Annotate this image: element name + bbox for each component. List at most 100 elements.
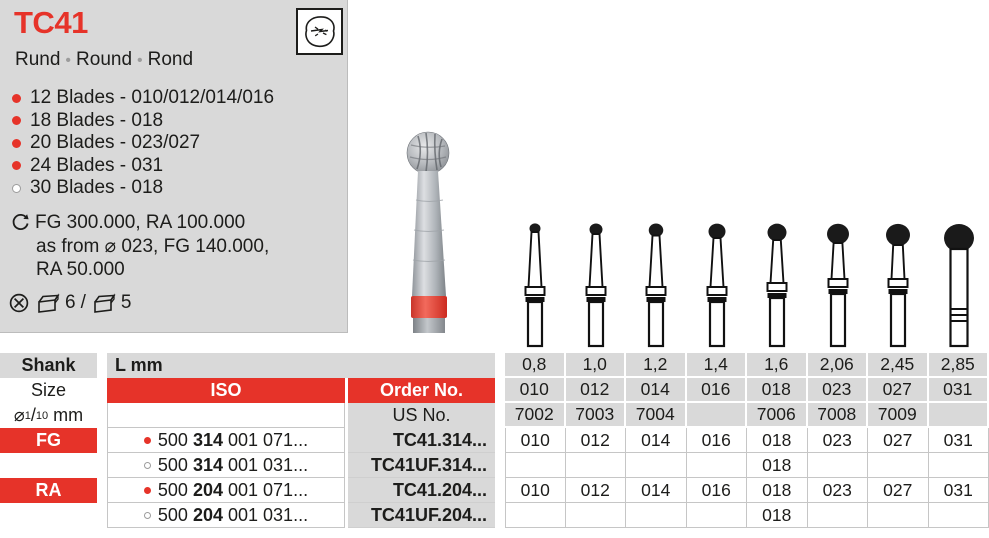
subtitle-word: Rond bbox=[147, 49, 194, 70]
size-value-cell: 016 bbox=[686, 378, 747, 403]
product-row: 500 204 001 071... TC41.204... bbox=[107, 478, 495, 503]
product-size-cell: 010 bbox=[505, 478, 566, 503]
product-size-cell: 018 bbox=[747, 503, 808, 528]
packaging-info: 6 / 5 bbox=[8, 292, 131, 314]
product-size-cell: 016 bbox=[686, 478, 747, 503]
filled-bullet-icon bbox=[12, 116, 21, 126]
iso-number-cell: 500 314 001 031... bbox=[107, 453, 345, 478]
blade-spec-item: 18 Blades - 018 bbox=[12, 110, 274, 133]
order-number-cell: TC41UF.204... bbox=[348, 503, 495, 528]
bur-drawing-014 bbox=[645, 223, 667, 348]
product-size-cell: 014 bbox=[626, 428, 687, 453]
package-box-icon bbox=[91, 292, 116, 314]
product-size-cell bbox=[565, 453, 626, 478]
size-value-cell: 018 bbox=[747, 378, 808, 403]
shank-ra-label: RA bbox=[0, 478, 97, 503]
filled-bullet-icon bbox=[143, 436, 151, 444]
blade-spec-item: 20 Blades - 023/027 bbox=[12, 132, 274, 155]
shank-empty bbox=[0, 503, 97, 528]
us-number-cell: 7004 bbox=[626, 403, 687, 428]
shank-empty bbox=[0, 453, 97, 478]
bur-photo bbox=[366, 130, 496, 340]
size-value-cell: 012 bbox=[565, 378, 626, 403]
l-mm-value-cell: 1,2 bbox=[626, 353, 687, 378]
us-number-cell bbox=[928, 403, 989, 428]
rotation-speed-icon bbox=[10, 212, 31, 233]
order-number-cell: TC41.204... bbox=[348, 478, 495, 503]
iso-number: 500 204 001 071... bbox=[157, 479, 309, 500]
l-mm-header: L mm bbox=[107, 353, 495, 378]
iso-number-cell: 500 314 001 071... bbox=[107, 428, 345, 453]
iso-number: 500 314 001 071... bbox=[157, 429, 309, 450]
product-title: TC41 bbox=[14, 5, 88, 40]
size-value-cell: 023 bbox=[807, 378, 868, 403]
product-size-cell: 023 bbox=[807, 478, 868, 503]
product-size-cell: 027 bbox=[868, 428, 929, 453]
blade-spec-text: 24 Blades - 031 bbox=[30, 154, 164, 176]
product-size-cell bbox=[505, 453, 566, 478]
product-size-cell bbox=[807, 503, 868, 528]
us-number-cell: 7006 bbox=[747, 403, 808, 428]
product-row: 500 314 001 031... TC41UF.314... bbox=[107, 453, 495, 478]
product-size-cell: 012 bbox=[565, 478, 626, 503]
pack-qty: 6 bbox=[65, 292, 76, 313]
speed-line: as from ⌀ 023, FG 140.000, bbox=[36, 235, 270, 257]
product-size-cell bbox=[505, 503, 566, 528]
bur-drawing-016 bbox=[706, 223, 727, 348]
us-no-header: US No. bbox=[348, 403, 495, 428]
product-size-cell bbox=[868, 503, 929, 528]
iso-number: 500 204 001 031... bbox=[157, 504, 309, 525]
product-size-cell: 014 bbox=[626, 478, 687, 503]
iso-number: 500 314 001 031... bbox=[157, 454, 309, 475]
us-number-cell: 7003 bbox=[565, 403, 626, 428]
filled-bullet-icon bbox=[12, 138, 21, 148]
order-number-cell: TC41UF.314... bbox=[348, 453, 495, 478]
product-size-cell: 031 bbox=[928, 478, 989, 503]
blade-spec-text: 30 Blades - 018 bbox=[30, 177, 164, 198]
blade-spec-text: 18 Blades - 018 bbox=[30, 109, 164, 131]
product-size-cell: 023 bbox=[807, 428, 868, 453]
product-size-cell: 027 bbox=[868, 478, 929, 503]
product-size-cell: 010 bbox=[505, 428, 566, 453]
l-mm-value-cell: 2,06 bbox=[807, 353, 868, 378]
size-value-cell: 031 bbox=[928, 378, 989, 403]
speed-line: RA 50.000 bbox=[36, 259, 125, 280]
package-box-icon bbox=[35, 292, 60, 314]
diameter-header: ⌀ 1/10 mm bbox=[13, 405, 84, 425]
l-mm-value-cell: 2,45 bbox=[868, 353, 929, 378]
blade-spec-item: 30 Blades - 018 bbox=[12, 177, 274, 200]
pack-qty: 5 bbox=[120, 292, 132, 313]
size-drawings bbox=[505, 215, 989, 348]
product-size-cell bbox=[686, 453, 747, 478]
product-size-cell: 018 bbox=[747, 453, 808, 478]
subtitle-separator: • bbox=[65, 52, 72, 69]
order-no-header: Order No. bbox=[348, 378, 495, 403]
bur-drawing-012 bbox=[585, 223, 606, 348]
product-info-panel: TC41 Rund • Round • Rond 12 Blades - 010/012… bbox=[0, 0, 348, 333]
blade-spec-text: 20 Blades - 023/027 bbox=[30, 132, 201, 153]
blade-spec-list: 12 Blades - 010/012/014/016 18 Blades - 0… bbox=[12, 87, 274, 200]
table-middle-block: L mm ISO Order No. US No. 500 314 001 07… bbox=[107, 353, 495, 528]
product-size-cell bbox=[626, 453, 687, 478]
product-size-cell bbox=[928, 453, 989, 478]
product-size-cell bbox=[868, 453, 929, 478]
open-bullet-icon bbox=[143, 461, 151, 469]
l-mm-value-cell: 2,85 bbox=[928, 353, 989, 378]
shank-fg-label: FG bbox=[0, 428, 97, 453]
size-header: Size bbox=[30, 380, 66, 400]
filled-bullet-icon bbox=[12, 161, 21, 171]
us-number-cell bbox=[686, 403, 747, 428]
bur-drawing-031 bbox=[943, 224, 974, 348]
blade-spec-item: 24 Blades - 031 bbox=[12, 155, 274, 178]
l-mm-value-cell: 1,4 bbox=[686, 353, 747, 378]
l-mm-value-cell: 1,0 bbox=[565, 353, 626, 378]
product-row: 500 314 001 071... TC41.314... bbox=[107, 428, 495, 453]
subtitle-word: Rund bbox=[15, 49, 61, 70]
empty-cell bbox=[107, 403, 345, 428]
product-row: 500 204 001 031... TC41UF.204... bbox=[107, 503, 495, 528]
product-size-cell bbox=[807, 453, 868, 478]
bur-drawing-018 bbox=[766, 223, 788, 348]
product-size-cell: 018 bbox=[747, 478, 808, 503]
size-value-cell: 010 bbox=[505, 378, 566, 403]
table-value-grid: 0,8 1,0 1,2 1,4 1,6 2,06 2,45 2,85 010 012 014 016 0… bbox=[505, 353, 989, 528]
